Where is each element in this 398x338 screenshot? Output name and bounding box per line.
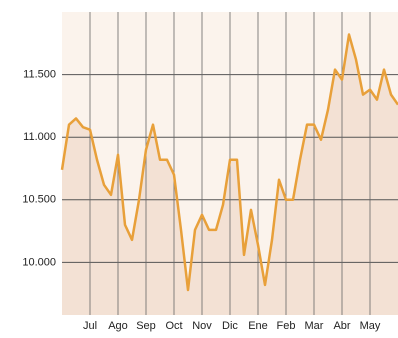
line [60,33,398,292]
y-tick-label: 10.000 [22,256,56,268]
x-tick-label: May [360,320,381,332]
x-tick-label: Oct [165,320,182,332]
x-tick-label: Mar [305,320,324,332]
x-tick-label: Ago [108,320,128,332]
y-tick-label: 11.500 [23,69,56,81]
x-tick-label: Ene [248,320,268,332]
x-tick-label: Abr [333,320,350,332]
x-tick-label: Feb [277,320,296,332]
x-tick-label: Dic [222,320,238,332]
x-tick-label: Nov [192,320,212,332]
y-tick-label: 11.000 [23,131,56,143]
y-tick-label: 10.500 [22,194,56,206]
x-tick-label: Jul [83,320,97,332]
x-tick-label: Sep [136,320,156,332]
